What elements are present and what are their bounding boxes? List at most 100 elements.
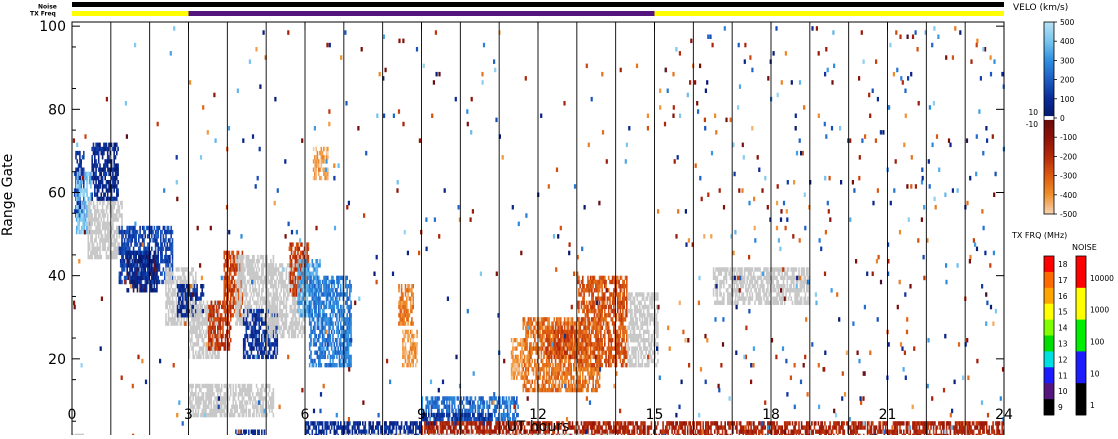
scatter-cell — [268, 317, 271, 322]
scatter-cell — [539, 321, 541, 326]
scatter-cell — [183, 313, 185, 318]
scatter-cell — [205, 317, 207, 322]
scatter-cell — [108, 167, 110, 172]
scatter-region-3 — [87, 200, 123, 260]
scatter-cell — [346, 288, 348, 293]
scatter-cell — [92, 229, 95, 235]
scatter-cell — [342, 350, 345, 355]
scatter-cell — [248, 308, 250, 314]
scatter-cell — [281, 271, 284, 276]
scatter-cell — [151, 263, 153, 268]
scatter-cell — [457, 417, 460, 422]
scatter-cell — [184, 313, 187, 318]
scatter-cell — [176, 279, 179, 285]
scatter-cell — [339, 358, 342, 364]
scatter-cell — [197, 342, 200, 347]
scatter-cell — [438, 408, 440, 414]
scatter-cell — [277, 284, 280, 289]
scatter-cell — [294, 308, 297, 314]
scatter-cell — [303, 259, 306, 264]
scatter-cell — [240, 254, 242, 260]
scatter-cell — [285, 271, 288, 276]
scatter-cell — [259, 342, 262, 347]
scatter-cell — [211, 317, 214, 322]
scatter-cell — [273, 300, 276, 305]
scatter-cell — [538, 387, 540, 393]
scatter-cell — [167, 238, 170, 243]
scatter-cell — [512, 412, 514, 418]
scatter-cell — [512, 396, 514, 401]
scatter-cell — [294, 288, 297, 293]
scatter-cell — [316, 155, 319, 160]
scatter-cell — [299, 250, 302, 256]
scatter-cell — [187, 296, 189, 301]
scatter-cell — [446, 404, 448, 409]
scatter-cell — [277, 267, 280, 272]
scatter-cell — [292, 308, 294, 314]
scatter-cell — [308, 321, 311, 326]
scatter-cell — [114, 184, 117, 189]
scatter-cell — [97, 221, 100, 226]
scatter-cell — [158, 279, 161, 285]
scatter-cell — [298, 296, 301, 301]
scatter-cell — [228, 254, 231, 260]
scatter-cell — [315, 350, 317, 355]
scatter-cell — [290, 288, 293, 293]
scatter-cell — [413, 333, 416, 339]
scatter-cell — [339, 338, 342, 343]
scatter-cell — [235, 259, 237, 264]
scatter-cell — [109, 171, 112, 177]
scatter-cell — [136, 250, 139, 256]
scatter-cell — [167, 271, 170, 276]
scatter-cell — [571, 346, 574, 351]
scatter-cell — [126, 225, 128, 231]
scatter-cell — [246, 267, 249, 272]
scatter-cell — [545, 329, 548, 335]
scatter-cell — [330, 279, 333, 285]
scatter-cell — [121, 225, 123, 231]
scatter-cell — [217, 346, 219, 351]
scatter-cell — [412, 358, 414, 364]
scatter-cell — [258, 333, 260, 339]
scatter-cell — [189, 296, 192, 301]
scatter-cell — [408, 358, 411, 364]
scatter-cell — [77, 175, 79, 181]
scatter-cell — [118, 279, 121, 285]
scatter-cell — [276, 288, 279, 293]
scatter-cell — [118, 213, 121, 218]
scatter-cell — [267, 354, 270, 360]
scatter-cell — [573, 379, 575, 384]
scatter-cell — [266, 279, 268, 285]
scatter-cell — [447, 404, 449, 409]
scatter-cell — [317, 279, 320, 285]
scatter-cell — [79, 159, 81, 164]
scatter-cell — [169, 300, 171, 305]
scatter-cell — [570, 387, 572, 393]
scatter-cell — [259, 296, 262, 301]
scatter-cell — [316, 263, 319, 268]
scatter-cell — [299, 292, 302, 297]
scatter-cell — [294, 263, 297, 268]
scatter-cell — [251, 354, 254, 360]
scatter-cell — [434, 400, 436, 405]
scatter-cell — [183, 300, 185, 305]
scatter-cell — [251, 296, 254, 301]
scatter-cell — [408, 296, 411, 301]
scatter-cell — [442, 400, 444, 405]
scatter-cell — [579, 375, 581, 380]
scatter-cell — [402, 296, 404, 301]
scatter-cell — [297, 267, 299, 272]
scatter-cell — [169, 304, 171, 310]
scatter-cell — [233, 254, 236, 260]
scatter-cell — [404, 288, 407, 293]
scatter-cell — [399, 304, 402, 310]
scatter-cell — [224, 300, 227, 305]
scatter-cell — [248, 313, 250, 318]
scatter-cell — [231, 250, 233, 256]
scatter-cell — [165, 234, 167, 239]
scatter-cell — [339, 350, 342, 355]
scatter-cell — [276, 333, 279, 339]
scatter-cell — [303, 246, 306, 251]
scatter-cell — [298, 275, 301, 281]
scatter-cell — [92, 200, 95, 206]
